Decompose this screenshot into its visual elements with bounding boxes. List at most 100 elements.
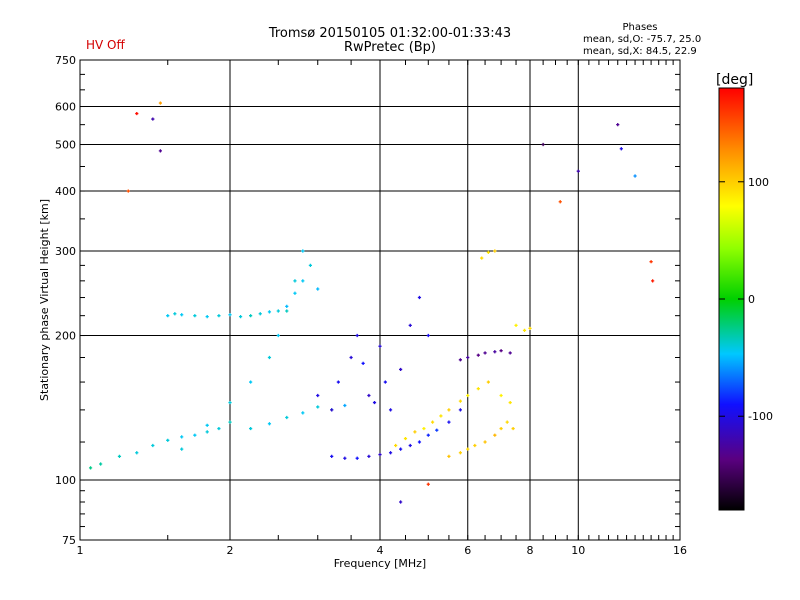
data-point: [151, 443, 155, 448]
data-point: [394, 443, 398, 448]
x-tick-label: 6: [464, 544, 471, 557]
data-point: [238, 315, 243, 319]
data-point: [417, 440, 422, 444]
data-point: [301, 411, 305, 415]
data-point: [480, 256, 484, 260]
y-tick-label: 500: [55, 139, 76, 152]
data-point: [180, 435, 184, 439]
data-point: [205, 315, 209, 319]
data-point: [651, 279, 655, 283]
y-tick-label: 750: [55, 54, 76, 67]
data-point: [417, 295, 422, 300]
x-axis-ticks: 1 2 4 6 8 10 16: [77, 60, 687, 557]
data-point: [447, 454, 451, 459]
data-point: [499, 349, 503, 353]
status-label: HV Off: [86, 38, 125, 52]
data-point: [343, 403, 347, 408]
chart-title: Tromsø 20150105 01:32:00-01:33:43: [268, 26, 512, 41]
data-point: [483, 440, 487, 444]
data-point: [486, 250, 490, 255]
y-tick-label: 400: [55, 185, 76, 198]
data-point: [293, 291, 297, 295]
data-point: [151, 117, 155, 121]
data-point: [466, 355, 470, 360]
y-tick-label: 300: [55, 245, 76, 258]
data-point: [541, 142, 545, 147]
data-point: [378, 452, 382, 457]
data-point: [408, 323, 412, 327]
data-point: [447, 420, 451, 424]
data-point: [267, 355, 272, 360]
data-point: [180, 447, 184, 451]
data-point: [649, 260, 653, 264]
data-point: [217, 314, 221, 318]
data-point: [193, 433, 197, 437]
data-point: [258, 312, 262, 316]
data-point: [228, 313, 232, 317]
data-point: [228, 420, 232, 424]
y-axis-label: Stationary phase Virtual Height [km]: [38, 199, 51, 401]
data-point: [514, 323, 518, 327]
data-point: [355, 456, 359, 460]
data-point: [476, 353, 480, 357]
data-point: [616, 123, 620, 127]
y-axis-ticks: 75 100 200 300 400 500 600 750: [55, 54, 680, 547]
data-point: [403, 436, 408, 441]
data-point: [205, 430, 209, 434]
data-point: [508, 400, 512, 405]
chart-subtitle: RwPretec (Bp): [343, 40, 437, 55]
data-point: [336, 380, 340, 384]
data-point: [316, 405, 320, 409]
data-point: [413, 430, 417, 434]
data-point: [447, 408, 451, 412]
data-point: [399, 447, 403, 451]
data-point: [476, 387, 480, 391]
data-point: [576, 169, 580, 173]
data-point: [158, 149, 163, 153]
y-tick-label: 200: [55, 330, 76, 343]
data-point: [349, 355, 353, 360]
data-point: [308, 263, 313, 267]
data-point: [249, 380, 253, 384]
data-point: [126, 189, 130, 193]
data-point: [435, 428, 439, 432]
colorbar-tick-label: 0: [748, 293, 755, 306]
data-point: [193, 314, 197, 318]
stats-x-mode: mean, sd,X: 84.5, 22.9: [583, 46, 697, 57]
data-point: [499, 426, 503, 431]
data-point: [205, 423, 209, 427]
data-point: [367, 393, 371, 398]
data-point: [458, 408, 463, 412]
data-point: [285, 304, 289, 308]
data-point: [466, 447, 470, 451]
data-point: [388, 451, 393, 455]
x-axis-label: Frequency [MHz]: [334, 557, 426, 570]
data-point: [249, 426, 253, 431]
x-tick-label: 16: [673, 544, 687, 557]
data-point: [458, 399, 463, 403]
data-point: [408, 443, 412, 448]
data-point: [399, 500, 403, 504]
data-point: [173, 312, 177, 316]
data-point: [383, 380, 387, 384]
data-point: [249, 314, 253, 318]
data-point: [285, 309, 289, 313]
data-point: [88, 466, 93, 470]
data-point: [316, 393, 320, 398]
data-point: [367, 454, 371, 459]
data-point: [166, 314, 170, 318]
data-point: [99, 462, 103, 466]
colorbar-tick-label: 100: [748, 176, 769, 189]
data-point: [426, 433, 430, 437]
data-point: [217, 426, 221, 431]
data-point: [330, 454, 334, 459]
data-point: [388, 408, 393, 412]
data-point: [285, 415, 289, 420]
data-point: [135, 451, 139, 455]
data-point: [458, 358, 463, 362]
data-point: [499, 393, 503, 398]
data-point: [228, 400, 232, 405]
data-point: [301, 279, 305, 283]
colorbar-unit: [deg]: [716, 72, 753, 88]
data-point: [508, 351, 512, 355]
